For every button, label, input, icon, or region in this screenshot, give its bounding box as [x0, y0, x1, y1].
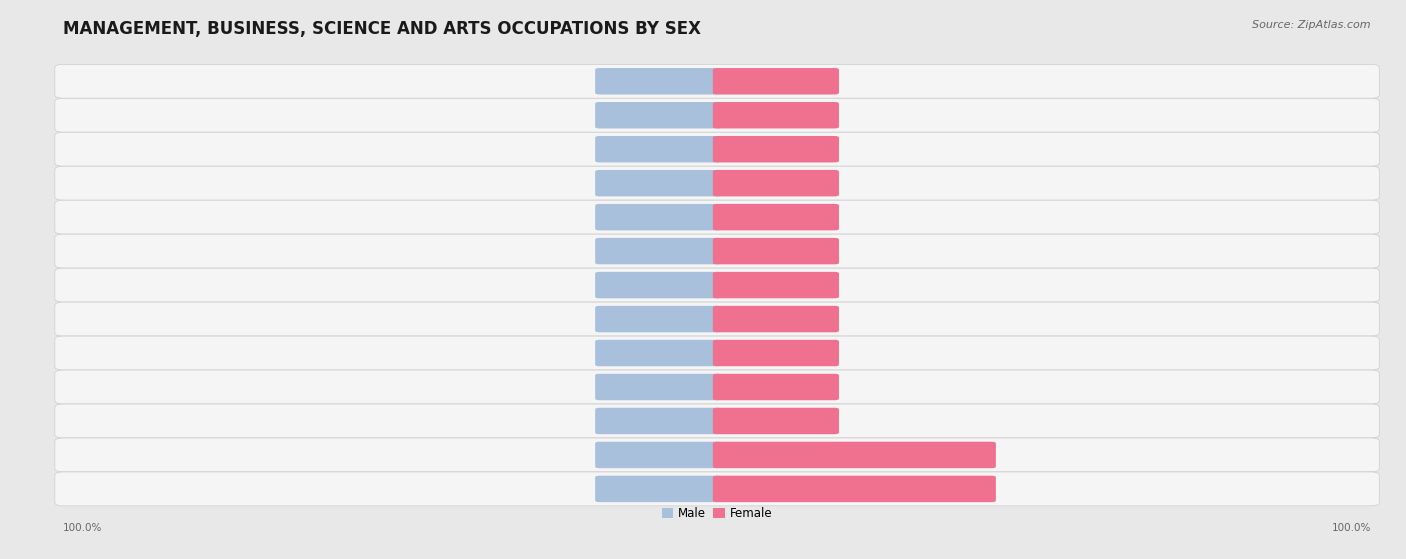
Text: 0.0%: 0.0%	[567, 450, 592, 460]
Text: 0.0%: 0.0%	[567, 76, 592, 86]
Text: Computers, Engineering & Science: Computers, Engineering & Science	[620, 144, 814, 154]
Text: Health Technologists: Health Technologists	[659, 416, 775, 426]
Text: 0.0%: 0.0%	[842, 246, 868, 256]
Text: 0.0%: 0.0%	[567, 144, 592, 154]
Text: 0.0%: 0.0%	[567, 484, 592, 494]
Text: 0.0%: 0.0%	[567, 314, 592, 324]
Text: 100.0%: 100.0%	[1331, 523, 1371, 533]
Text: 100.0%: 100.0%	[936, 450, 980, 460]
Text: 0.0%: 0.0%	[842, 382, 868, 392]
Text: 0.0%: 0.0%	[842, 144, 868, 154]
Text: MANAGEMENT, BUSINESS, SCIENCE AND ARTS OCCUPATIONS BY SEX: MANAGEMENT, BUSINESS, SCIENCE AND ARTS O…	[63, 20, 702, 37]
Text: 0.0%: 0.0%	[567, 246, 592, 256]
Text: 0.0%: 0.0%	[842, 348, 868, 358]
Text: Health Diagnosing & Treating: Health Diagnosing & Treating	[636, 382, 799, 392]
Text: 0.0%: 0.0%	[567, 212, 592, 222]
Text: 0.0%: 0.0%	[842, 76, 868, 86]
Text: Community & Social Service: Community & Social Service	[638, 450, 796, 460]
Text: Computers & Mathematics: Computers & Mathematics	[643, 178, 792, 188]
Text: 0.0%: 0.0%	[842, 178, 868, 188]
Text: Business & Financial: Business & Financial	[659, 110, 775, 120]
Text: 100.0%: 100.0%	[63, 523, 103, 533]
Text: 0.0%: 0.0%	[842, 280, 868, 290]
Text: Source: ZipAtlas.com: Source: ZipAtlas.com	[1253, 20, 1371, 30]
Legend: Male, Female: Male, Female	[657, 503, 778, 525]
Text: 0.0%: 0.0%	[842, 416, 868, 426]
Text: Education, Arts & Media: Education, Arts & Media	[650, 280, 785, 290]
Text: Arts, Media & Entertainment: Arts, Media & Entertainment	[637, 348, 797, 358]
Text: 100.0%: 100.0%	[936, 484, 980, 494]
Text: Life, Physical & Social Science: Life, Physical & Social Science	[633, 246, 801, 256]
Text: 0.0%: 0.0%	[567, 348, 592, 358]
Text: 0.0%: 0.0%	[567, 382, 592, 392]
Text: 0.0%: 0.0%	[842, 314, 868, 324]
Text: 0.0%: 0.0%	[567, 416, 592, 426]
Text: 0.0%: 0.0%	[842, 212, 868, 222]
Text: Education Instruction & Library: Education Instruction & Library	[630, 484, 804, 494]
Text: Legal Services & Support: Legal Services & Support	[647, 314, 787, 324]
Text: Architecture & Engineering: Architecture & Engineering	[641, 212, 793, 222]
Text: 0.0%: 0.0%	[567, 280, 592, 290]
Text: 0.0%: 0.0%	[567, 110, 592, 120]
Text: 0.0%: 0.0%	[567, 178, 592, 188]
Text: 0.0%: 0.0%	[842, 110, 868, 120]
Text: Management: Management	[681, 76, 754, 86]
